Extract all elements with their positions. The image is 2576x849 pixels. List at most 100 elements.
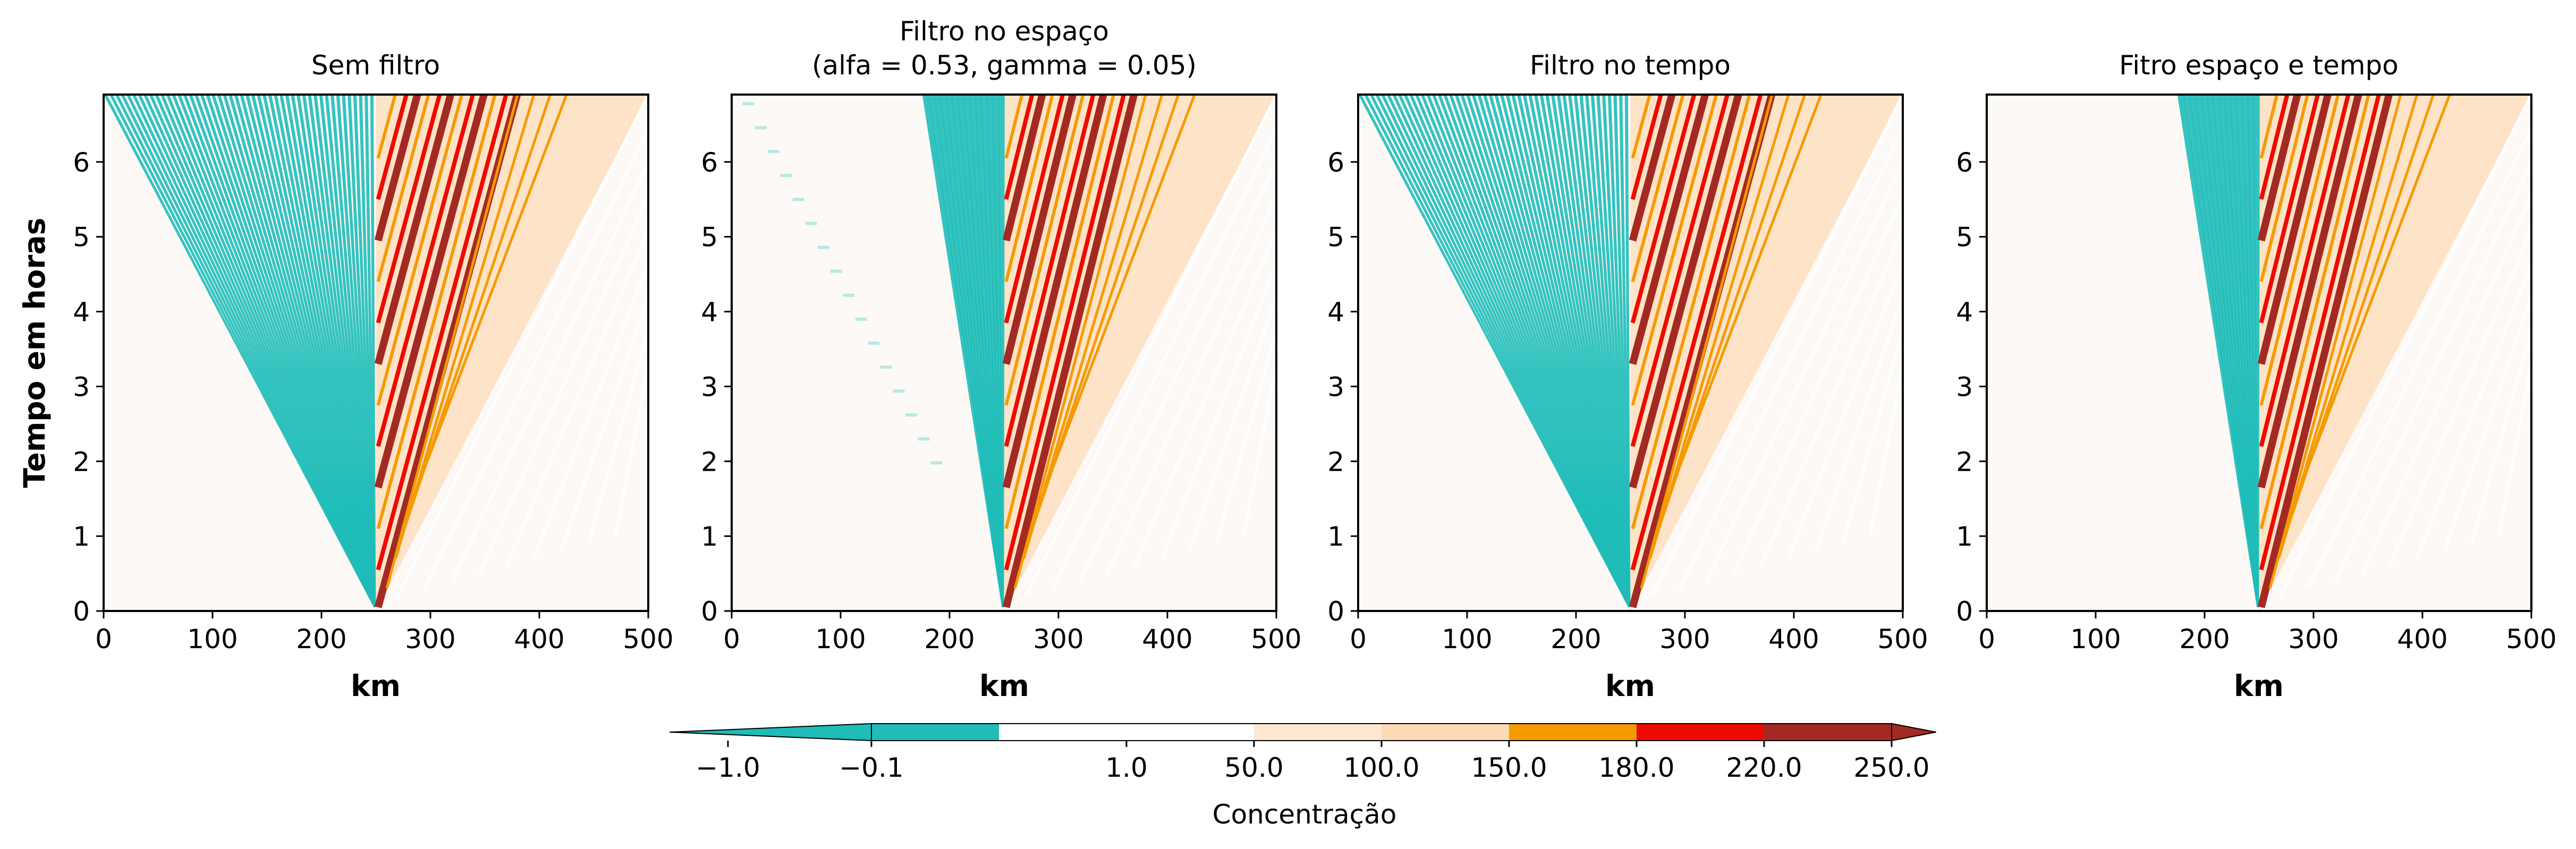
axes-frame <box>731 94 1277 612</box>
cone-gap-line <box>2470 329 2531 545</box>
y-tick-label: 6 <box>701 147 718 178</box>
colorbar-segment <box>1637 724 1764 741</box>
pale-teal-blob <box>817 245 829 249</box>
concentration-band <box>2257 95 2362 489</box>
concentration-band <box>2259 95 2320 324</box>
concentration-band <box>1004 95 1126 571</box>
pale-teal-blob <box>780 174 792 177</box>
x-axis-label: km <box>351 669 401 703</box>
x-ticks: 0 100 200 300 400 500 <box>95 611 674 655</box>
x-tick-label: 400 <box>2397 624 2447 655</box>
cone-gap-line <box>1759 228 1903 567</box>
colorbar-tick-label: 50.0 <box>1224 752 1283 783</box>
x-tick-label: 500 <box>2506 624 2556 655</box>
colorbar-tick-label: −0.1 <box>839 752 903 783</box>
x-tick-label: 100 <box>1442 624 1492 655</box>
x-tick-label: 400 <box>1142 624 1192 655</box>
y-tick-label: 2 <box>701 446 718 477</box>
panel-title-line-2: (alfa = 0.53, gamma = 0.05) <box>812 50 1197 81</box>
x-tick-label: 500 <box>623 624 673 655</box>
x-tick-label: 300 <box>1033 624 1083 655</box>
concentration-band <box>1004 95 1085 406</box>
pale-teal-blob <box>792 198 804 201</box>
concentration-band <box>1631 95 1718 406</box>
colorbar-tick-label: 150.0 <box>1471 752 1547 783</box>
x-tick-label: 200 <box>1550 624 1601 655</box>
colorbar-tick-label: 100.0 <box>1343 752 1419 783</box>
concentration-band <box>1631 95 1651 159</box>
panel-title: Filtro no tempo <box>1530 50 1731 81</box>
pale-teal-blob <box>918 437 930 441</box>
panel-title-line-1: Filtro no espaço <box>900 16 1109 47</box>
orange-band <box>411 95 568 499</box>
y-tick-label: 3 <box>1327 371 1344 402</box>
cone-gap-line <box>1052 128 1276 590</box>
cone-gap-line <box>1188 296 1276 552</box>
right-cone-region <box>1630 95 1903 611</box>
cone-gap-line <box>2497 363 2531 537</box>
x-ticks: 0 100 200 300 400 500 <box>1978 611 2557 655</box>
concentration-band <box>2259 95 2340 406</box>
colorbar-tick-label: 220.0 <box>1726 752 1802 783</box>
y-tick-label: 0 <box>73 596 90 627</box>
colorbar-ticks: −1.0 −0.1 1.0 50.0 100.0 150.0 180.0 220.0 250.0 <box>696 741 1930 783</box>
pale-teal-blob <box>893 389 905 393</box>
cone-gap-line <box>1242 363 1276 537</box>
y-ticks: 0 1 2 3 4 5 6 <box>73 147 104 627</box>
pale-teal-blob <box>755 126 767 130</box>
teal-wave-stripe <box>2253 95 2260 607</box>
colorbar-label: Concentração <box>1213 799 1397 830</box>
concentration-band <box>1630 95 1697 324</box>
concentration-band <box>2259 95 2290 200</box>
concentration-band <box>1004 95 1115 529</box>
colorbar-under-arrow <box>669 723 872 742</box>
colorbar-segments <box>669 723 1936 742</box>
x-tick-label: 100 <box>2070 624 2121 655</box>
pale-teal-blob <box>805 222 817 225</box>
panel-sem-filtro: Sem filtro 0 100 200 300 400 500 0 1 2 3 4 5 6 km T… <box>18 50 674 703</box>
pale-teal-blob <box>905 413 917 417</box>
y-tick-label: 2 <box>73 446 90 477</box>
y-ticks: 0 1 2 3 4 5 6 <box>701 147 732 627</box>
cone-gap-line <box>2361 194 2531 574</box>
concentration-band <box>1002 95 1107 489</box>
x-axis-label: km <box>1605 669 1655 703</box>
right-cone-region <box>376 95 648 611</box>
y-tick-label: 2 <box>1956 446 1973 477</box>
cone-gap-line <box>614 363 648 537</box>
cone-gap-line <box>478 194 648 574</box>
teal-wave-stripe <box>1624 95 1631 607</box>
y-ticks: 0 1 2 3 4 5 6 <box>1327 147 1358 627</box>
cone-gap-line <box>1841 329 1903 545</box>
colorbar-segment <box>1382 724 1509 741</box>
cone-gap-line <box>2279 95 2531 597</box>
x-tick-label: 500 <box>1251 624 1301 655</box>
y-tick-label: 6 <box>1956 147 1973 178</box>
concentration-band <box>2257 95 2332 365</box>
x-tick-label: 0 <box>723 624 740 655</box>
orange-band <box>1013 95 1147 589</box>
x-tick-label: 400 <box>1768 624 1819 655</box>
concentration-band <box>1002 95 1077 365</box>
y-tick-label: 5 <box>1327 222 1344 253</box>
panel-filtro-no-tempo: Filtro no tempo 0 100 200 300 400 500 0 1 2 3 4 5 6… <box>1327 50 1928 703</box>
y-tick-label: 0 <box>701 596 718 627</box>
concentration-band <box>2257 95 2393 608</box>
y-tick-label: 1 <box>701 521 718 552</box>
plot-area <box>104 95 648 611</box>
cone-gap-line <box>1215 329 1276 545</box>
cone-gap-line <box>532 262 648 559</box>
x-tick-label: 200 <box>924 624 975 655</box>
cone-gap-line <box>423 128 648 590</box>
pale-teal-blob <box>767 150 779 154</box>
colorbar-segment <box>1254 724 1382 741</box>
y-ticks: 0 1 2 3 4 5 6 <box>1956 147 1987 627</box>
x-tick-label: 200 <box>2179 624 2230 655</box>
concentration-band <box>1004 95 1096 447</box>
cone-gap-line <box>1133 228 1276 567</box>
concentration-band <box>1002 95 1046 242</box>
concentration-band <box>374 95 421 242</box>
colorbar-segment <box>1126 724 1254 741</box>
y-tick-label: 5 <box>701 222 718 253</box>
axes-frame <box>1357 94 1904 612</box>
